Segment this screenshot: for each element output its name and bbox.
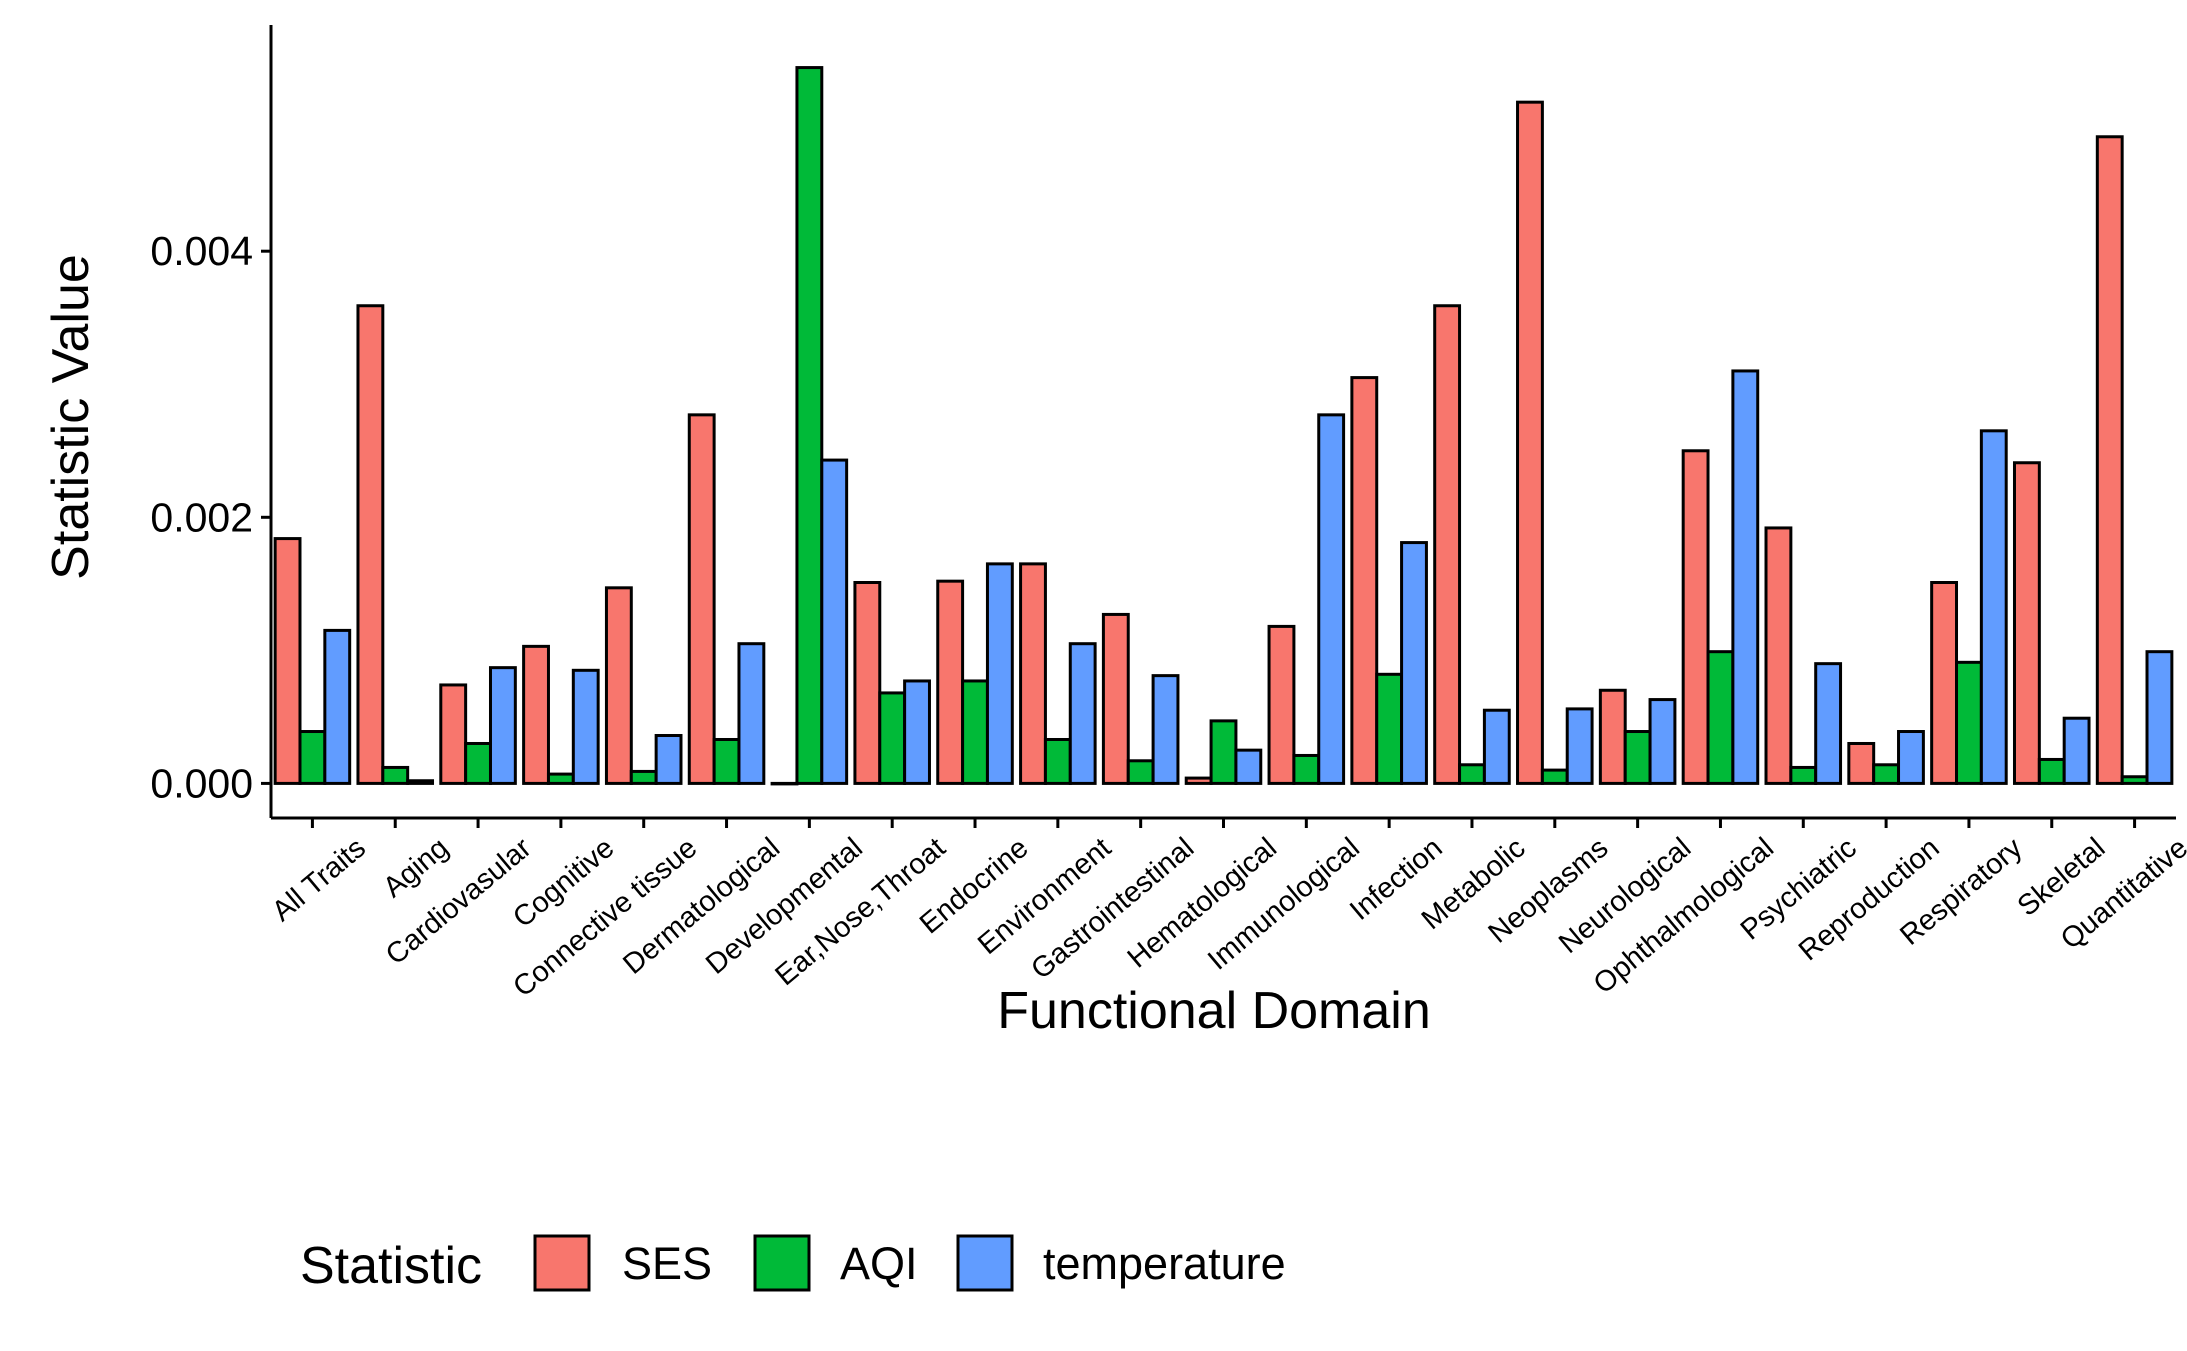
y-axis-title: Statistic Value: [42, 254, 100, 580]
legend-key-aqi: [753, 1234, 811, 1292]
axes-layer: [261, 25, 2176, 828]
x-tick-label: Cardiovasular: [380, 832, 538, 972]
x-tick-label: Immunological: [1202, 832, 1366, 977]
bar-temperature-9: [985, 562, 1014, 785]
bar-temperature-8: [903, 679, 931, 785]
bar-aqi-23: [2120, 775, 2149, 785]
bar-ses-20: [1847, 741, 1876, 785]
legend-title: Statistic: [300, 1237, 482, 1295]
bar-aqi-15: [1458, 763, 1486, 785]
bar-ses-22: [2012, 461, 2041, 785]
bar-aqi-4: [546, 772, 575, 785]
bar-aqi-1: [298, 730, 327, 785]
bar-temperature-20: [1897, 730, 1925, 785]
bar-ses-12: [1184, 776, 1213, 785]
bar-ses-4: [522, 644, 550, 785]
bar-ses-2: [356, 304, 385, 785]
bar-ses-7: [770, 781, 799, 786]
bar-aqi-9: [961, 679, 989, 785]
x-tick-label: Reproduction: [1793, 832, 1946, 967]
bar-temperature-15: [1482, 708, 1511, 785]
bar-ses-6: [687, 413, 716, 785]
bar-ses-16: [1516, 100, 1544, 785]
bar-aqi-6: [712, 737, 741, 785]
bar-aqi-3: [464, 741, 492, 785]
bar-ses-1: [273, 537, 302, 785]
bar-ses-8: [853, 580, 882, 785]
bar-ses-23: [2095, 135, 2124, 785]
bar-temperature-14: [1400, 541, 1428, 785]
bar-aqi-14: [1375, 672, 1404, 785]
bar-aqi-5: [629, 769, 658, 785]
bar-temperature-17: [1648, 698, 1677, 785]
bar-aqi-7: [795, 66, 824, 785]
bar-temperature-16: [1565, 707, 1594, 785]
bar-ses-18: [1681, 449, 1710, 785]
bar-ses-14: [1350, 376, 1379, 785]
bar-temperature-6: [737, 642, 766, 785]
legend-key-temperature: [956, 1234, 1014, 1292]
x-axis-title: Functional Domain: [997, 982, 1431, 1040]
bar-temperature-21: [1979, 429, 2008, 785]
bar-aqi-12: [1209, 719, 1238, 785]
bar-temperature-5: [654, 734, 683, 785]
bar-temperature-18: [1731, 369, 1760, 785]
bar-temperature-4: [571, 668, 600, 785]
bar-ses-19: [1764, 526, 1793, 785]
y-tick-label: 0.004: [150, 228, 253, 274]
bar-temperature-13: [1317, 413, 1346, 785]
bar-temperature-10: [1068, 642, 1097, 785]
bar-aqi-2: [381, 765, 410, 785]
legend-label-temperature: temperature: [1043, 1238, 1286, 1289]
legend: Statistic SES AQI temperature: [300, 1234, 1286, 1295]
bar-ses-17: [1598, 688, 1627, 785]
x-tick-labels: All Traits AgingCardiovasularCognitiveCon…: [266, 832, 2187, 1004]
bar-temperature-22: [2062, 716, 2091, 785]
bar-ses-21: [1930, 580, 1959, 785]
legend-label-ses: SES: [622, 1238, 712, 1289]
y-tick-label: 0.000: [150, 760, 253, 806]
bar-ses-3: [439, 683, 468, 785]
bar-aqi-21: [1955, 660, 1983, 785]
y-tick-label: 0.002: [150, 494, 253, 540]
x-tick-label: All Traits: [266, 832, 372, 928]
bar-ses-11: [1101, 612, 1130, 785]
legend-label-aqi: AQI: [840, 1238, 918, 1289]
bar-temperature-3: [488, 666, 517, 785]
bar-temperature-1: [323, 628, 352, 785]
bar-ses-10: [1019, 562, 1047, 785]
bar-ses-5: [604, 586, 633, 785]
bar-temperature-12: [1234, 748, 1263, 785]
bar-aqi-17: [1623, 730, 1652, 785]
bar-temperature-19: [1814, 662, 1843, 785]
bar-aqi-13: [1292, 753, 1321, 785]
bars-layer: [273, 66, 2174, 786]
bar-aqi-10: [1043, 737, 1072, 785]
bar-temperature-23: [2145, 650, 2174, 785]
bar-ses-9: [936, 579, 965, 785]
bar-aqi-8: [878, 691, 907, 785]
bar-temperature-2: [406, 779, 435, 785]
bar-ses-15: [1433, 304, 1462, 785]
legend-key-ses: [533, 1234, 591, 1292]
bar-aqi-18: [1706, 650, 1735, 785]
bar-aqi-11: [1126, 759, 1155, 785]
y-tick-labels: 0.000 0.002 0.004: [150, 228, 253, 806]
bar-ses-13: [1267, 624, 1296, 785]
bar-aqi-22: [2037, 757, 2066, 785]
bar-temperature-7: [820, 458, 849, 785]
bar-aqi-19: [1789, 765, 1818, 785]
bar-aqi-16: [1540, 768, 1569, 785]
bar-temperature-11: [1151, 674, 1180, 785]
bar-aqi-20: [1872, 763, 1901, 785]
